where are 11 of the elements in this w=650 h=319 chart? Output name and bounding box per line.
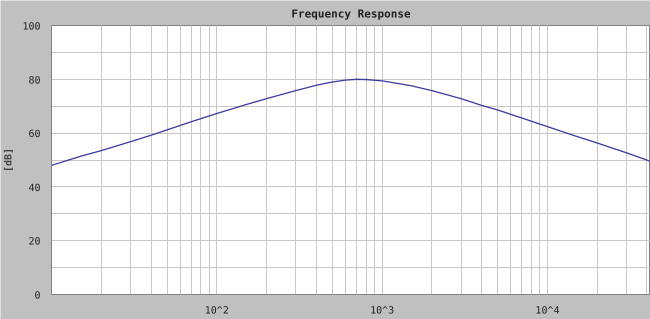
y-axis-title: [dB] bbox=[3, 148, 14, 172]
x-tick-label: 10^4 bbox=[535, 306, 560, 316]
y-tick-label: 40 bbox=[28, 182, 41, 194]
chart-title: Frequency Response bbox=[291, 8, 411, 20]
y-tick-label: 100 bbox=[22, 22, 40, 32]
x-tick-label: 10^3 bbox=[370, 306, 394, 316]
x-tick-label: 10^2 bbox=[204, 306, 229, 316]
y-tick-label: 60 bbox=[28, 129, 41, 140]
y-tick-label: 20 bbox=[28, 236, 41, 248]
y-tick-label: 0 bbox=[34, 290, 41, 302]
y-tick-label: 80 bbox=[28, 75, 41, 86]
